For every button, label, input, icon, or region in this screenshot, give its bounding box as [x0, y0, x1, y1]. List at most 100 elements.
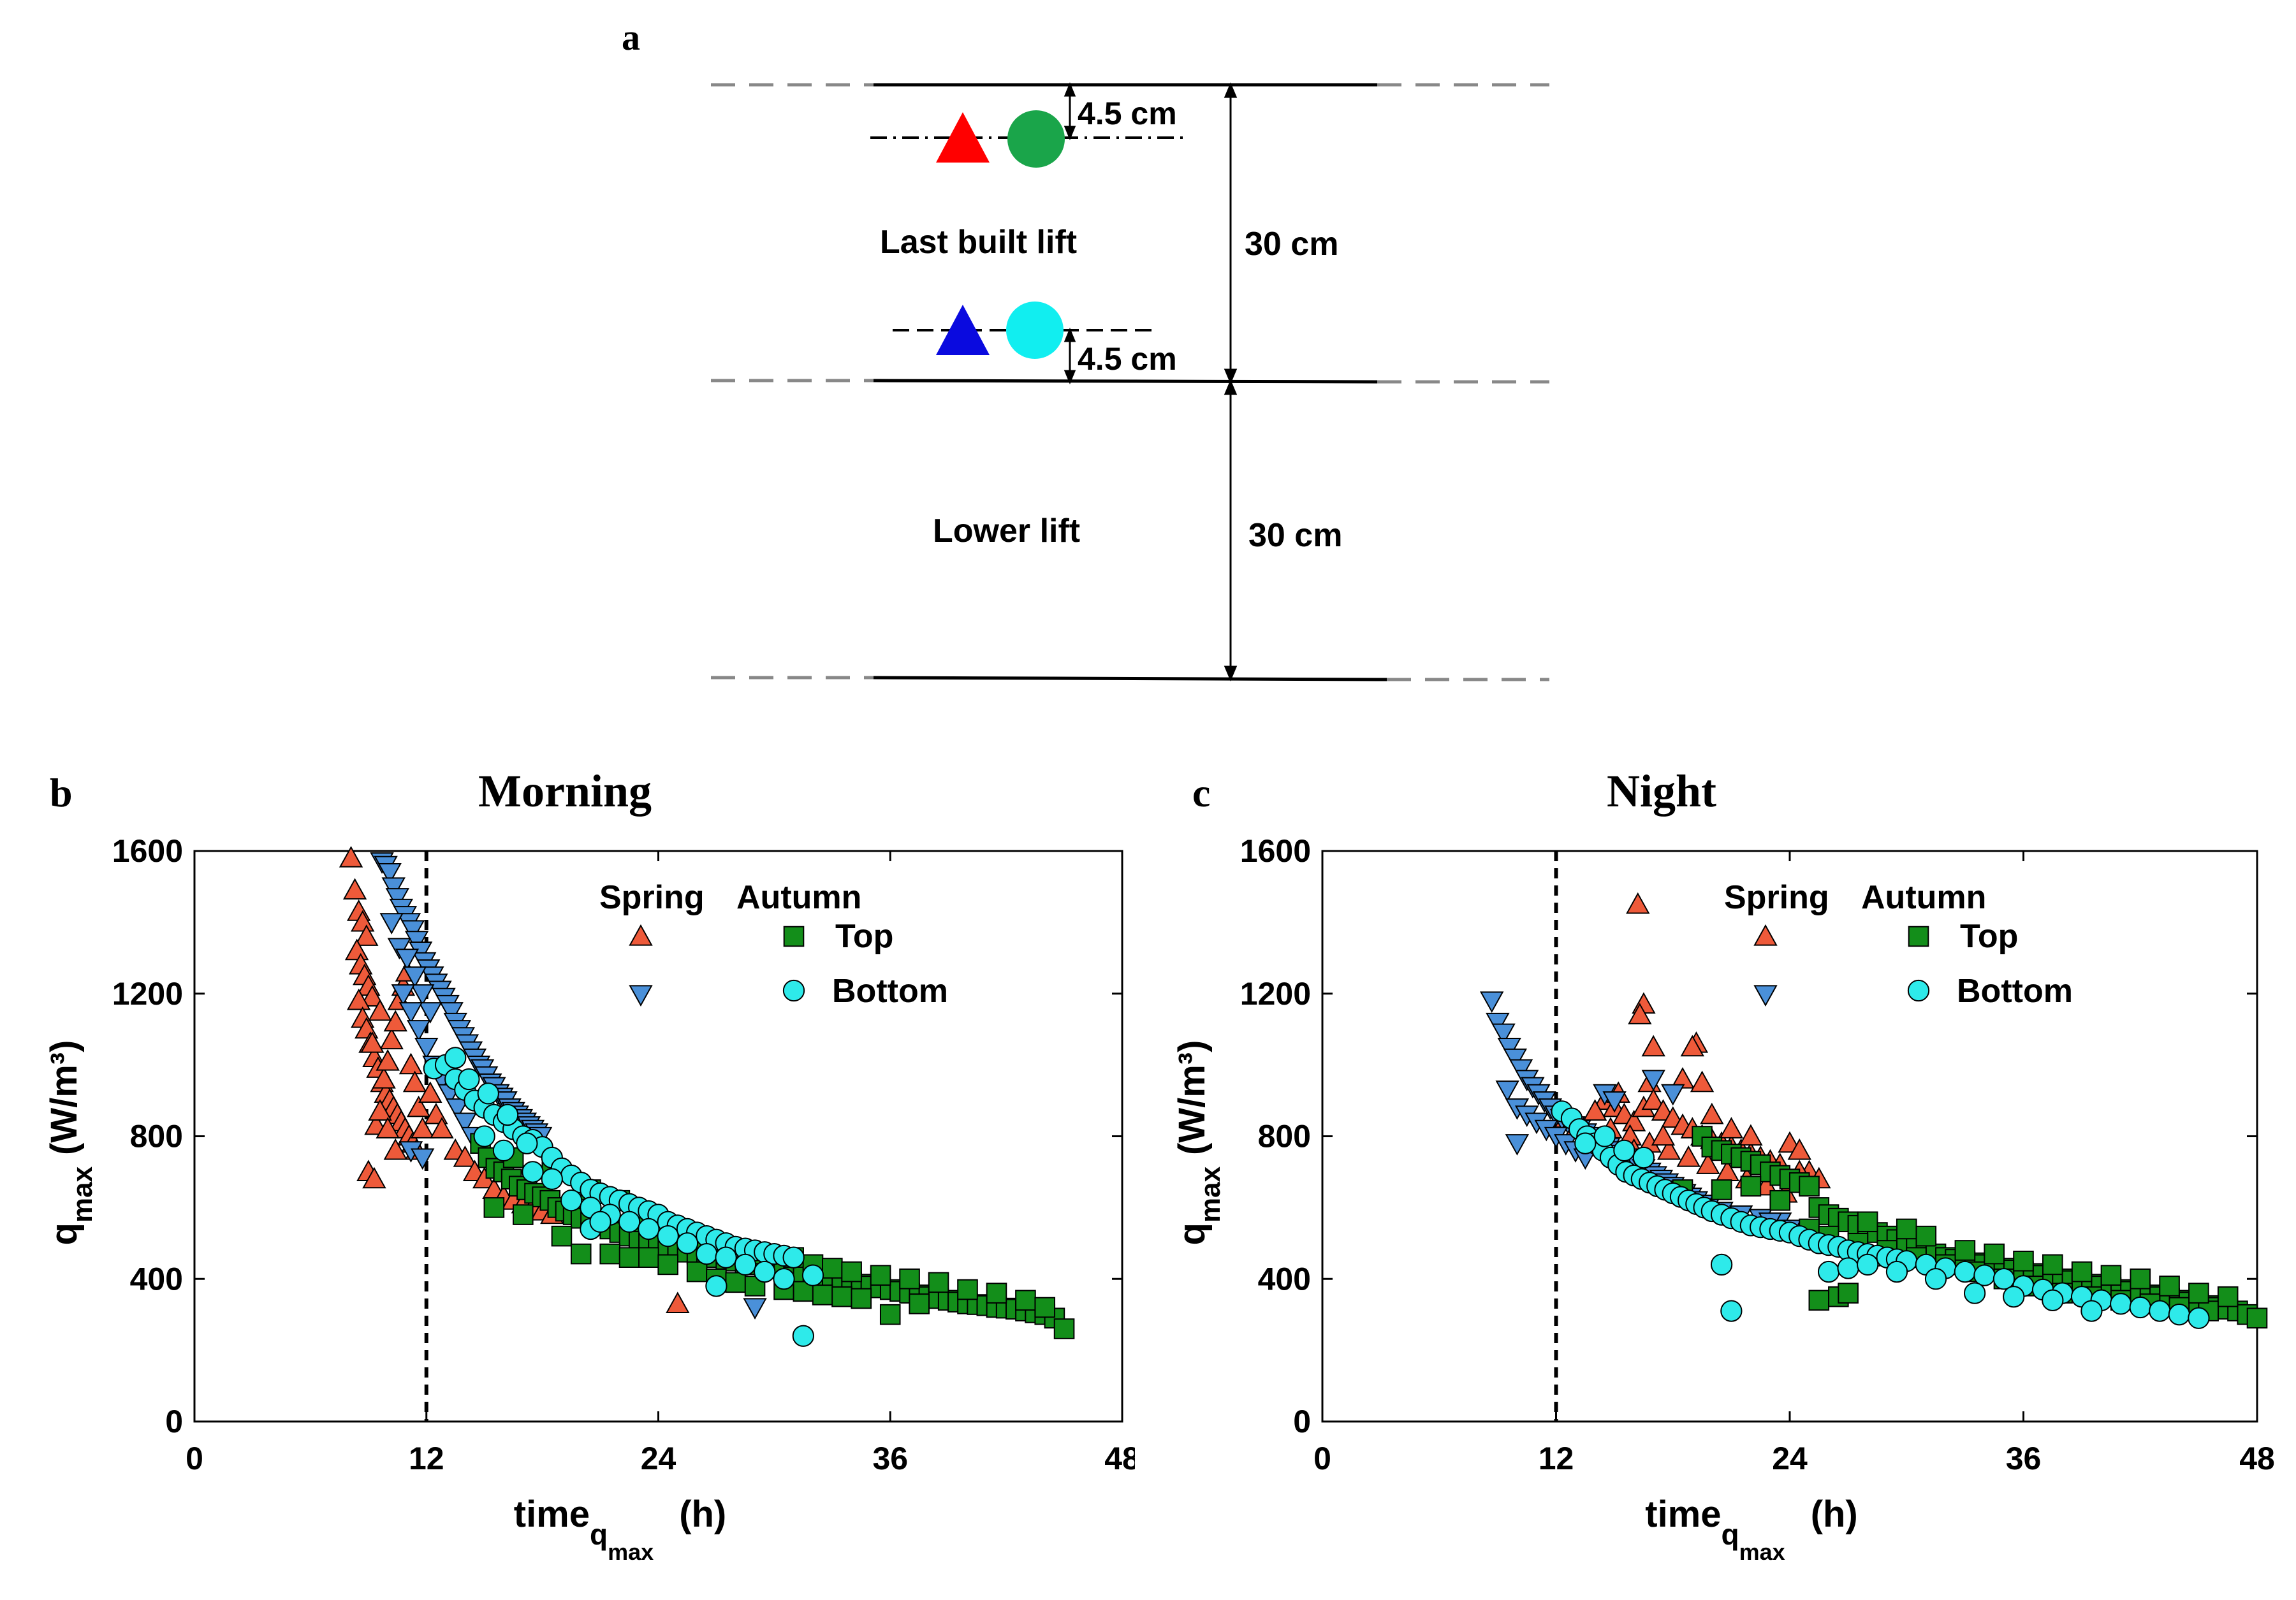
x-axis-label-unit: (h): [1811, 1494, 1858, 1535]
data-point: [492, 1139, 515, 1162]
data-point: [909, 1293, 930, 1314]
y-axis-label-main: q: [1171, 1223, 1213, 1245]
data-point: [381, 877, 406, 899]
data-point: [1680, 1035, 1704, 1057]
data-point: [1696, 1153, 1720, 1174]
legend-spring-top-marker: [1753, 924, 1778, 946]
morning-scatter-chart: b Morning 0 12 24 36 48 0 400 800 1200 1600 Spring…: [43, 766, 1135, 1565]
y-axis-label-unit: (W/m³): [1171, 1040, 1213, 1155]
data-point: [638, 1247, 659, 1268]
data-point: [754, 1260, 776, 1283]
data-point: [1632, 1146, 1655, 1169]
data-point: [453, 1145, 478, 1167]
data-point: [402, 1070, 427, 1093]
data-point: [1885, 1260, 1908, 1283]
legend-spring-top-marker: [629, 924, 653, 946]
data-point: [2188, 1283, 2209, 1304]
legend-top-label: Top: [835, 918, 893, 955]
chart-title: Night: [1607, 766, 1716, 817]
y-tick-label: 400: [1258, 1261, 1311, 1297]
data-point: [387, 938, 412, 960]
data-point: [2217, 1286, 2239, 1307]
data-point: [957, 1279, 978, 1300]
data-point: [1676, 1145, 1700, 1167]
data-point: [2071, 1261, 2093, 1283]
data-point: [2130, 1268, 2151, 1290]
x-axis-label-sub: q: [590, 1518, 608, 1551]
data-point: [1963, 1282, 1986, 1304]
data-point: [743, 1298, 767, 1320]
x-axis-label-main: time: [1645, 1494, 1721, 1535]
data-point: [1896, 1218, 1917, 1240]
data-point: [1808, 1290, 1830, 1311]
data-point: [1497, 1038, 1521, 1059]
data-point: [1613, 1139, 1635, 1162]
data-point: [406, 1095, 431, 1117]
data-point: [1495, 1080, 1519, 1102]
last-lift-height-dimension: [1224, 82, 1238, 384]
data-point: [801, 1264, 824, 1286]
data-point: [339, 846, 363, 868]
data-point: [725, 1272, 747, 1293]
legend-autumn-bottom-marker: [782, 979, 805, 1002]
x-tick-label: 24: [1772, 1441, 1808, 1476]
data-point: [377, 862, 402, 885]
data-point: [2100, 1265, 2122, 1286]
data-point: [477, 1082, 499, 1105]
data-point: [1719, 1117, 1744, 1138]
data-point: [782, 1246, 805, 1269]
data-point: [376, 1049, 400, 1071]
y-tick-label: 1200: [1240, 976, 1311, 1012]
data-point: [1690, 1070, 1715, 1093]
data-point: [1621, 1110, 1646, 1131]
data-point: [696, 1242, 718, 1265]
bottom-offset-dimension: [1064, 328, 1076, 384]
data-point: [899, 1268, 920, 1290]
data-point: [1838, 1283, 1859, 1304]
data-point: [657, 1254, 678, 1276]
data-point: [986, 1283, 1007, 1304]
chart-title: Morning: [478, 766, 652, 817]
data-point: [1486, 1012, 1510, 1035]
lower-lift-height-label: 30 cm: [1248, 517, 1342, 554]
data-point: [870, 1265, 891, 1286]
legend-autumn-top-marker: [1908, 926, 1929, 947]
x-axis-label: timeqmax (h): [1645, 1494, 1858, 1565]
data-point: [379, 1028, 404, 1050]
data-point: [2159, 1276, 2180, 1297]
data-point: [1015, 1290, 1036, 1311]
data-point: [513, 1204, 534, 1225]
data-point: [2003, 1286, 2025, 1308]
data-point: [362, 1167, 386, 1189]
series-autumn-bottom: [423, 1047, 824, 1347]
data-point: [418, 1081, 442, 1103]
data-point: [410, 1148, 435, 1170]
data-point: [686, 1261, 708, 1283]
data-point: [410, 984, 435, 1006]
top-offset-dimension: [1064, 82, 1076, 140]
x-tick-label: 36: [2006, 1441, 2042, 1476]
data-point: [599, 1243, 621, 1265]
legend-spring-header: Spring: [1724, 879, 1829, 916]
data-point: [439, 1002, 464, 1024]
data-point: [399, 1052, 423, 1075]
y-tick-label: 1600: [112, 833, 183, 869]
y-tick-label: 1600: [1240, 833, 1311, 869]
data-point: [1739, 1124, 1763, 1146]
data-point: [734, 1253, 757, 1276]
data-point: [1505, 1134, 1530, 1156]
data-point: [822, 1258, 843, 1279]
data-point: [1626, 892, 1650, 914]
data-point: [346, 988, 371, 1010]
data-point: [1053, 1318, 1075, 1339]
data-point: [406, 1020, 431, 1042]
legend-autumn-bottom-marker: [1907, 979, 1930, 1002]
data-point: [773, 1268, 795, 1290]
data-point: [1480, 991, 1504, 1013]
x-tick-label: 24: [641, 1441, 676, 1476]
data-point: [391, 984, 416, 1006]
data-point: [360, 1031, 384, 1053]
y-tick-label: 800: [130, 1119, 183, 1154]
data-point: [410, 1117, 435, 1138]
